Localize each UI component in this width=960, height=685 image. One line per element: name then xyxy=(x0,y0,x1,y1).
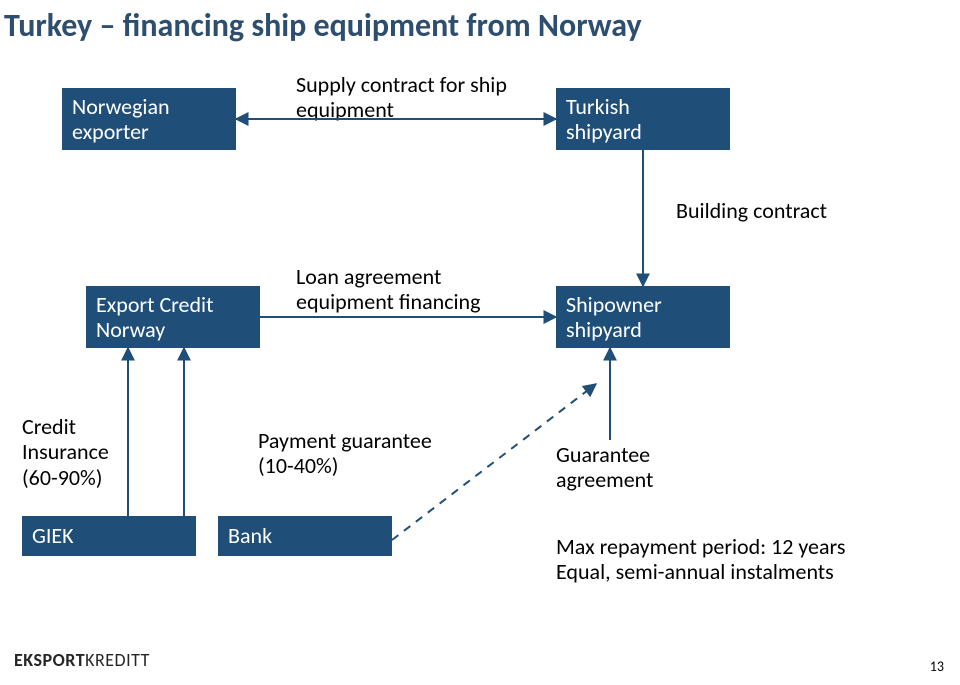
node-shipowner-shipyard: Shipownershipyard xyxy=(556,286,730,348)
node-giek: GIEK xyxy=(22,516,196,556)
slide-title: Turkey – financing ship equipment from N… xyxy=(4,6,642,45)
label-max-repayment: Max repayment period: 12 yearsEqual, sem… xyxy=(556,534,845,585)
label-supply-contract: Supply contract for shipequipment xyxy=(296,72,507,123)
page-number: 13 xyxy=(930,658,944,675)
logo-eksportkreditt: EKSPORTKREDITT xyxy=(14,649,150,671)
node-export-credit-norway: Export CreditNorway xyxy=(86,286,260,348)
label-loan-agreement: Loan agreementequipment financing xyxy=(296,264,480,315)
label-guarantee-agreement: Guaranteeagreement xyxy=(556,442,653,493)
node-bank: Bank xyxy=(218,516,392,556)
label-credit-insurance: CreditInsurance(60-90%) xyxy=(22,414,109,490)
slide-root: Turkey – financing ship equipment from N… xyxy=(0,0,960,685)
label-building-contract: Building contract xyxy=(676,198,827,223)
node-turkish-shipyard: Turkishshipyard xyxy=(556,88,730,150)
logo-part2: KREDITT xyxy=(85,649,150,671)
logo-part1: EKSPORT xyxy=(14,649,85,671)
label-payment-guarantee: Payment guarantee(10-40%) xyxy=(258,428,432,479)
node-norwegian-exporter: Norwegianexporter xyxy=(62,88,236,150)
